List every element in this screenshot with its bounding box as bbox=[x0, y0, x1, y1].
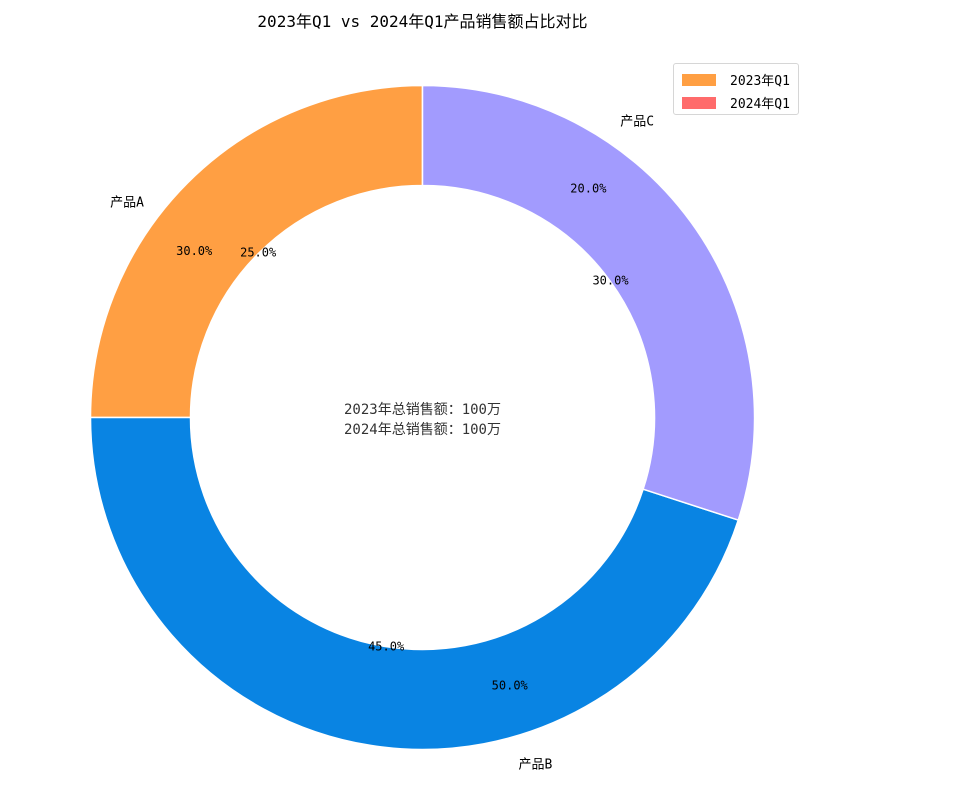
chart-title: 2023年Q1 vs 2024年Q1产品销售额占比对比 bbox=[257, 12, 588, 31]
legend-swatch-2023 bbox=[682, 73, 716, 86]
center-total-2024: 2024年总销售额：100万 bbox=[344, 422, 501, 438]
legend-swatch-2024 bbox=[682, 96, 716, 109]
category-label-2: 产品C bbox=[620, 115, 654, 130]
category-label-1: 产品B bbox=[518, 757, 552, 772]
pct-2024-1: 45.0% bbox=[368, 640, 405, 654]
pct-2023-0: 30.0% bbox=[176, 244, 213, 258]
pct-2024-2: 30.0% bbox=[592, 273, 629, 287]
wedge-产品C bbox=[421, 84, 756, 522]
legend-item-2023: 2023年Q1 bbox=[682, 68, 790, 91]
legend-label-2024: 2024年Q1 bbox=[730, 97, 790, 112]
pct-2023-1: 50.0% bbox=[492, 678, 529, 692]
wedge-产品B bbox=[89, 416, 740, 751]
donut-wedges bbox=[89, 84, 756, 751]
legend-label-2023: 2023年Q1 bbox=[730, 74, 790, 89]
chart-legend: 2023年Q1 2024年Q1 bbox=[673, 63, 799, 115]
pct-2023-2: 20.0% bbox=[570, 182, 607, 196]
center-total-2023: 2023年总销售额：100万 bbox=[344, 402, 501, 418]
donut-labels: 产品A 30.0% 产品B 50.0% 产品C 20.0% 25.0% 45.0% 30.0% bbox=[110, 115, 654, 773]
pct-2024-0: 25.0% bbox=[240, 246, 277, 260]
category-label-0: 产品A bbox=[110, 195, 144, 210]
wedge-产品A bbox=[89, 84, 424, 419]
legend-item-2024: 2024年Q1 bbox=[682, 91, 790, 114]
